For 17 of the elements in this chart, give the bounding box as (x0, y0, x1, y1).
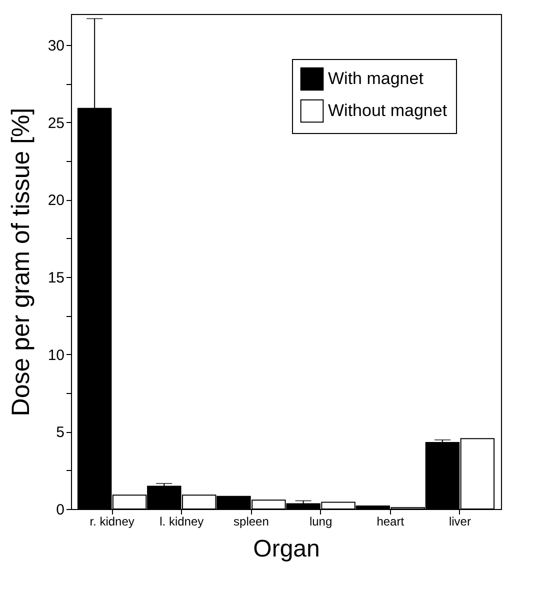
x-tick-label: lung (309, 514, 332, 528)
y-tick-label: 25 (48, 114, 64, 132)
y-axis-title: Dose per gram of tissue [%] (6, 108, 35, 416)
y-tick-label: 5 (56, 424, 64, 442)
x-tick-label: r. kidney (90, 514, 134, 528)
legend-label: Without magnet (328, 101, 448, 120)
legend-label: With magnet (328, 69, 424, 88)
x-tick-label: heart (376, 514, 405, 528)
x-tick-label: spleen (234, 514, 269, 528)
y-tick-label: 20 (48, 192, 64, 210)
x-tick-label: liver (448, 514, 471, 528)
x-tick-label: l. kidney (160, 514, 204, 528)
y-tick-label: 10 (48, 346, 64, 364)
y-tick-label: 0 (56, 502, 64, 518)
y-tick-label: 15 (48, 269, 64, 286)
y-tick-label: 30 (48, 37, 64, 54)
x-axis-title: Organ (253, 536, 320, 562)
